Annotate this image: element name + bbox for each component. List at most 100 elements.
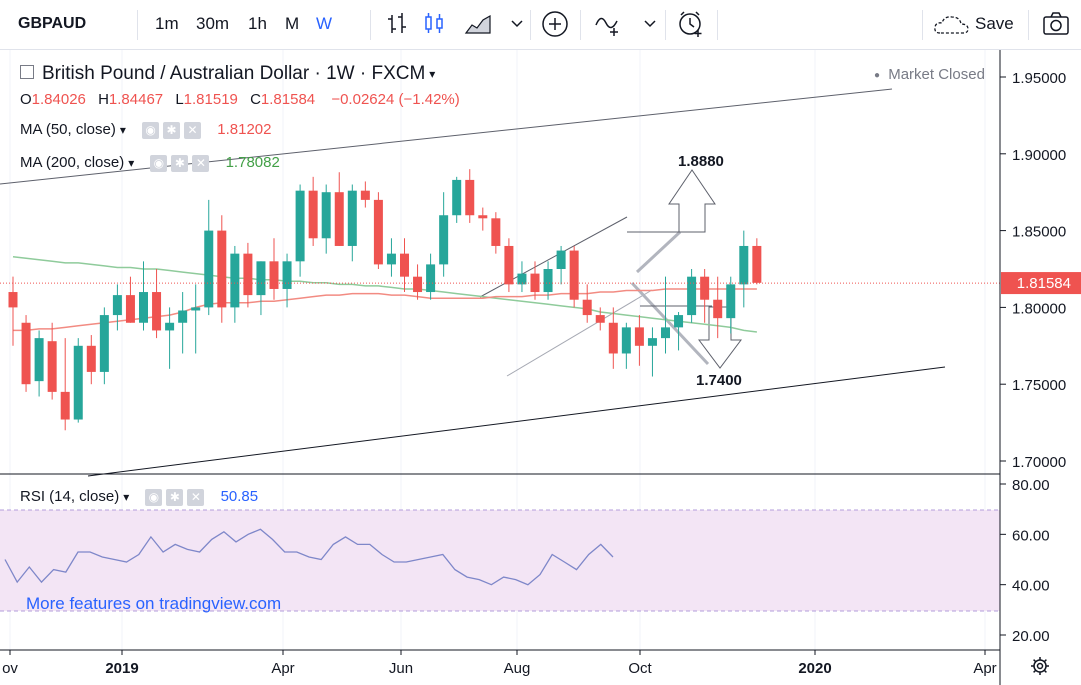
save-button[interactable]: Save (975, 14, 1014, 33)
market-status-text: Market Closed (888, 66, 985, 83)
indicators-icon[interactable] (593, 9, 623, 39)
candle-body (165, 322, 175, 331)
candle-body (269, 261, 279, 289)
candle-body (373, 199, 383, 265)
high-value: 1.84467 (108, 91, 164, 108)
chevron-down-icon[interactable] (502, 9, 532, 39)
time-axis-label: Aug (504, 660, 531, 677)
eye-icon[interactable]: ◉ (142, 121, 160, 139)
last-price-tag: 1.81584 (1001, 272, 1081, 295)
ma200-line (12, 255, 757, 333)
add-compare-icon[interactable] (540, 9, 570, 39)
time-axis-label: Apr (271, 660, 294, 677)
lower-channel-line[interactable] (87, 366, 946, 477)
candle-body (595, 315, 605, 323)
eye-icon[interactable]: ◉ (145, 488, 163, 506)
toolbar-divider (717, 10, 718, 40)
chevron-down-icon[interactable] (635, 9, 665, 39)
price-axis-label: 1.85000 (1012, 224, 1066, 241)
area-icon[interactable] (463, 9, 493, 39)
main-pane (0, 50, 1000, 474)
time-axis-label: ov (2, 660, 18, 677)
ma200-label[interactable]: MA (200, close) (20, 154, 125, 171)
drawing-trendlines[interactable] (0, 88, 946, 477)
rsi-axis[interactable]: 80.00 60.00 40.00 20.00 (1000, 477, 1050, 645)
gear-icon[interactable]: ✱ (166, 488, 184, 506)
ma50-label[interactable]: MA (50, close) (20, 121, 116, 138)
toolbar-divider (530, 10, 531, 40)
upper-channel-line[interactable] (0, 88, 893, 185)
arrow-up-icon[interactable] (668, 169, 716, 233)
price-axis-label: 1.75000 (1012, 377, 1066, 394)
settings-gear-icon[interactable] (1031, 657, 1049, 675)
time-axis[interactable]: ov 2019 Apr Jun Aug Oct 2020 Apr (2, 650, 997, 677)
candle-body (752, 245, 762, 283)
moving-averages (12, 255, 757, 333)
time-axis-label: Jun (389, 660, 413, 677)
candle-body (647, 338, 657, 346)
candle-body (556, 250, 566, 269)
candle-body (243, 253, 253, 296)
candle-body (687, 276, 697, 316)
chevron-down-icon[interactable]: ▾ (119, 123, 126, 138)
close-value: 1.81584 (260, 91, 316, 108)
wedge-lower-line[interactable] (506, 289, 653, 377)
interval-30m[interactable]: 30m (196, 14, 230, 33)
candles-icon[interactable] (420, 9, 450, 39)
gear-icon[interactable]: ✱ (171, 154, 189, 172)
candle-body (543, 269, 553, 293)
candles (8, 169, 762, 431)
gear-icon[interactable]: ✱ (163, 121, 181, 139)
ma200-legend[interactable]: MA (200, close) ▾ ◉ ✱ ✕ 1.78082 (20, 154, 284, 172)
collapse-icon[interactable] (20, 64, 34, 79)
interval-W[interactable]: W (316, 14, 333, 33)
interval-M[interactable]: M (285, 14, 300, 33)
candle-body (674, 315, 684, 328)
toolbar-divider (580, 10, 581, 40)
price-axis-label: 1.95000 (1012, 70, 1066, 87)
ma50-line (13, 288, 757, 332)
rsi-axis-label: 60.00 (1012, 527, 1050, 544)
candle-body (99, 315, 109, 372)
candle-body (8, 292, 18, 308)
symbol-search[interactable]: GBPAUD (18, 15, 87, 32)
cloud-save-icon[interactable] (932, 9, 972, 39)
ohlc-row: O1.84026 H1.84467 L1.81519 C1.81584 −0.0… (20, 91, 464, 108)
chevron-down-icon[interactable]: ▾ (429, 66, 436, 81)
close-icon[interactable]: ✕ (187, 488, 205, 506)
close-icon[interactable]: ✕ (184, 121, 202, 139)
chevron-down-icon[interactable]: ▾ (128, 156, 135, 171)
target-up-label: 1.8880 (678, 153, 724, 170)
chart-title[interactable]: British Pound / Australian Dollar · 1W ·… (42, 63, 426, 84)
breakout-path-down[interactable] (630, 281, 710, 366)
rsi-line (4, 528, 614, 586)
candle-body (204, 230, 214, 308)
rsi-legend[interactable]: RSI (14, close) ▾ ◉ ✱ ✕ 50.85 (20, 488, 262, 506)
close-icon[interactable]: ✕ (192, 154, 210, 172)
candle-body (334, 192, 344, 246)
camera-icon[interactable] (1041, 9, 1071, 39)
candle-body (713, 299, 723, 319)
eye-icon[interactable]: ◉ (150, 154, 168, 172)
candle-body (152, 292, 162, 331)
candle-body (191, 307, 201, 311)
price-axis[interactable]: 1.95000 1.90000 1.85000 1.80000 1.75000 1.700… (1000, 70, 1066, 471)
breakout-path-up[interactable] (635, 230, 682, 274)
bar-style-icon[interactable] (383, 9, 413, 39)
high-label: H (98, 91, 109, 108)
toolbar-divider (665, 10, 666, 40)
rsi-label[interactable]: RSI (14, close) (20, 488, 120, 505)
target-down-label: 1.7400 (696, 372, 742, 389)
chevron-down-icon[interactable]: ▾ (123, 490, 130, 505)
watermark[interactable]: More features on tradingview.com (26, 594, 281, 613)
alert-icon[interactable] (676, 9, 706, 39)
candle-body (621, 327, 631, 354)
candle-body (400, 253, 409, 277)
candle-body (47, 341, 57, 392)
interval-1h[interactable]: 1h (248, 14, 267, 33)
candle-body (608, 322, 618, 354)
ma50-legend[interactable]: MA (50, close) ▾ ◉ ✱ ✕ 1.81202 (20, 121, 275, 139)
candle-body (504, 245, 514, 285)
interval-1m[interactable]: 1m (155, 14, 179, 33)
